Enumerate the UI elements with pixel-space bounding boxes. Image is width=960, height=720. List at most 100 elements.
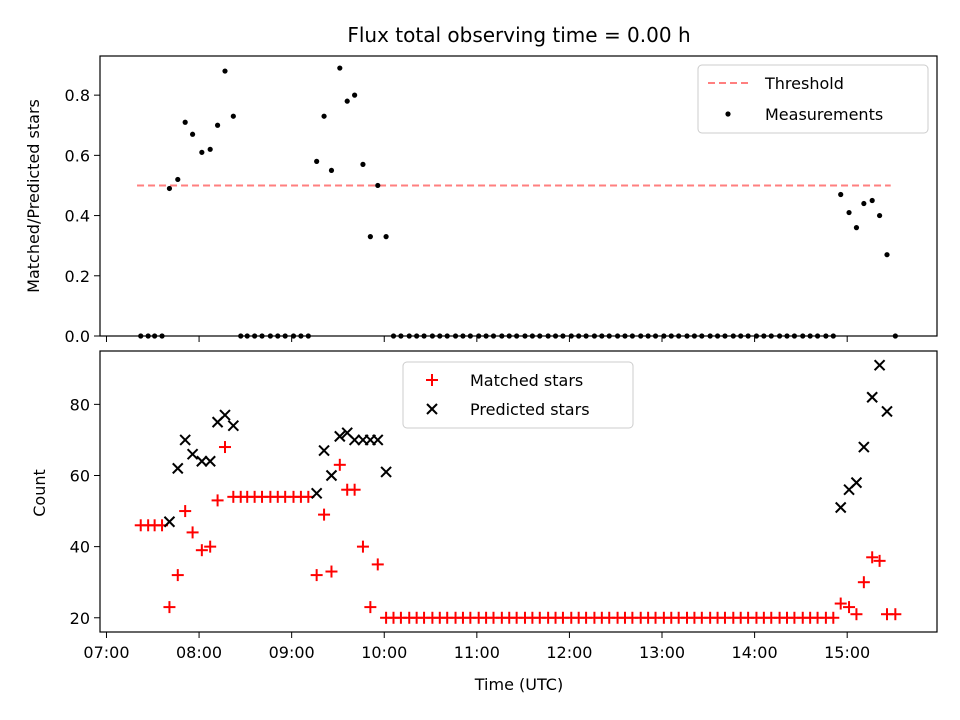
matched-stars-series	[134, 441, 902, 624]
measurement-point	[189, 131, 196, 137]
predicted-star-point	[163, 516, 176, 528]
measurement-point	[344, 98, 350, 104]
measurement-point	[182, 119, 188, 125]
matched-star-point	[356, 540, 369, 553]
measurement-point	[166, 185, 173, 192]
measurement-point	[861, 200, 867, 207]
top-y-ticks: 0.0 0.2 0.4 0.6 0.8	[65, 86, 100, 346]
matched-star-point	[310, 569, 323, 582]
matched-star-point	[211, 494, 224, 507]
measurement-point	[367, 234, 373, 240]
predicted-star-point	[873, 359, 886, 371]
matched-star-point	[218, 441, 231, 454]
matched-star-point	[834, 597, 847, 610]
matched-star-point	[364, 601, 377, 614]
bottom-x-axis-label: Time (UTC)	[474, 675, 563, 694]
predicted-star-point	[348, 434, 361, 446]
top-y-axis-label: Matched/Predicted stars	[24, 99, 43, 293]
legend-measurements-label: Measurements	[765, 105, 883, 124]
top-legend: Threshold Measurements	[697, 64, 929, 134]
predicted-star-point	[318, 444, 330, 457]
bottom-y-ticks: 20 40 60 80	[70, 395, 100, 628]
predicted-star-point	[325, 469, 338, 482]
matched-star-point	[866, 551, 879, 564]
measurement-point	[383, 234, 389, 240]
measurement-point	[846, 209, 852, 216]
bottom-x-tick-label: 07:00	[83, 643, 129, 662]
measurement-point	[207, 146, 213, 152]
bottom-plot-frame	[99, 350, 938, 633]
top-plot-frame	[99, 55, 938, 337]
measurement-point	[853, 225, 860, 231]
matched-star-point	[843, 601, 856, 614]
bottom-y-tick-label: 80	[70, 395, 90, 414]
predicted-stars-series	[163, 359, 893, 528]
measurement-point	[838, 191, 844, 198]
top-y-tick-label: 0.8	[65, 86, 90, 105]
matched-star-point	[873, 554, 886, 567]
measurement-point	[352, 92, 358, 98]
predicted-star-point	[172, 462, 184, 475]
matched-star-point	[827, 611, 840, 624]
matched-star-point	[850, 608, 863, 621]
legend-measurements-swatch	[725, 111, 731, 117]
matched-star-point	[195, 544, 208, 557]
top-chart-title: Flux total observing time = 0.00 h	[347, 23, 690, 47]
matched-star-point	[371, 558, 384, 571]
predicted-star-point	[204, 455, 216, 467]
predicted-star-point	[881, 405, 893, 418]
bottom-x-tick-label: 12:00	[546, 643, 592, 662]
bottom-x-tick-label: 14:00	[732, 643, 778, 662]
matched-star-point	[171, 569, 184, 582]
matched-star-point	[889, 608, 902, 621]
bottom-y-tick-label: 20	[70, 609, 90, 628]
predicted-star-point	[186, 448, 199, 460]
top-y-tick-label: 0.4	[65, 207, 90, 226]
bottom-x-tick-label: 13:00	[639, 643, 685, 662]
bottom-x-ticks: 07:00 08:00 09:00 10:00 11:00 12:00 13:00 14:00…	[83, 632, 870, 662]
predicted-star-point	[372, 434, 384, 446]
bottom-x-tick-label: 08:00	[176, 643, 222, 662]
matched-star-point	[857, 576, 870, 589]
measurement-point	[328, 167, 335, 174]
legend-matched-swatch	[426, 374, 438, 386]
top-legend-box	[697, 64, 929, 134]
matched-star-point	[186, 526, 199, 539]
matched-star-point	[325, 565, 338, 578]
measurement-point	[869, 197, 875, 204]
predicted-star-point	[227, 419, 240, 432]
predicted-star-point	[334, 430, 346, 443]
predicted-star-point	[858, 441, 870, 453]
predicted-star-point	[835, 501, 847, 514]
legend-threshold-label: Threshold	[764, 74, 844, 93]
predicted-star-point	[380, 466, 392, 478]
matched-star-point	[179, 505, 192, 518]
matched-star-point	[348, 483, 361, 496]
measurement-point	[375, 182, 381, 189]
measurement-point	[360, 161, 366, 167]
bottom-y-tick-label: 60	[70, 466, 90, 485]
predicted-star-point	[196, 455, 208, 467]
top-y-tick-label: 0.2	[65, 267, 90, 286]
measurement-point	[175, 176, 181, 183]
matched-star-point	[318, 508, 331, 521]
legend-predicted-label: Predicted stars	[470, 400, 590, 419]
predicted-star-point	[179, 434, 191, 446]
predicted-star-point	[866, 391, 878, 403]
measurement-point	[222, 68, 228, 74]
measurement-point	[884, 252, 890, 258]
top-y-tick-label: 0.0	[65, 327, 90, 346]
bottom-legend-box	[402, 361, 634, 429]
measurement-point	[199, 149, 205, 155]
legend-predicted-swatch	[426, 403, 438, 415]
measurement-point	[321, 113, 327, 119]
measurement-point	[337, 65, 343, 71]
predicted-star-point	[219, 409, 231, 421]
predicted-star-point	[310, 487, 323, 499]
bottom-y-axis-label: Count	[30, 469, 49, 517]
legend-matched-label: Matched stars	[470, 371, 583, 390]
bottom-y-tick-label: 40	[70, 538, 90, 557]
bottom-x-tick-label: 10:00	[361, 643, 407, 662]
measurement-point	[214, 122, 221, 128]
